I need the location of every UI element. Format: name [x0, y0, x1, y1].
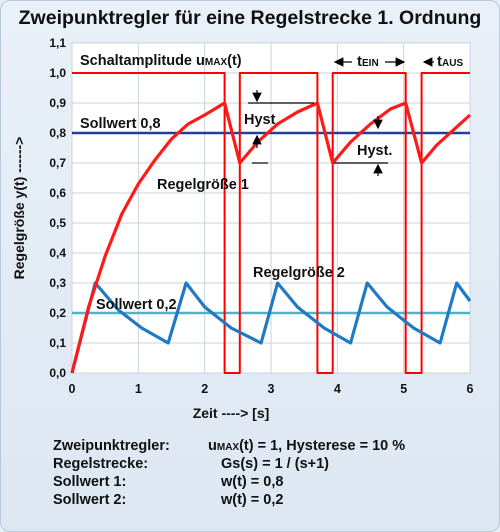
y-tick-label: 0,9	[49, 96, 66, 110]
y-tick-label: 0,0	[49, 366, 66, 380]
y-tick-label: 1,0	[49, 66, 66, 80]
footer-value-strecke: Gs(s) = 1 / (s+1)	[221, 456, 329, 472]
footer-label-regler: Zweipunktregler:	[53, 438, 170, 454]
x-tick-label: 3	[268, 382, 275, 396]
sollwert-02-label: Sollwert 0,2	[96, 297, 177, 313]
t-ein-label: tEIN	[357, 53, 379, 70]
y-axis-label: Regelgröße y(t) ------>	[11, 137, 27, 280]
hysterese-marker-2	[334, 116, 388, 176]
hysterese-label-2: Hyst.	[357, 143, 392, 159]
y-tick-label: 1,1	[49, 36, 66, 50]
sollwert-08-label: Sollwert 0,8	[80, 116, 161, 132]
chart-svg: 0,0 0,1 0,2 0,3 0,4 0,5 0,6 0,7 0,8 0,9 1,0 1,1 0 1 2 3…	[11, 36, 474, 421]
footer-label-sollwert2: Sollwert 2:	[53, 492, 127, 508]
series-line-regelgr-e-1	[70, 101, 472, 374]
regelgroesse-1-label: Regelgröße 1	[157, 177, 249, 193]
schaltamplitude-label: Schaltamplitude uMAX(t)	[80, 53, 242, 69]
y-tick-label: 0,4	[49, 246, 66, 260]
y-tick-label: 0,6	[49, 186, 66, 200]
x-tick-label: 5	[400, 382, 407, 396]
series-line-regelgr-e-2	[70, 281, 472, 374]
hysterese-label-1: Hyst	[244, 112, 276, 128]
regelgroesse-2-label: Regelgröße 2	[253, 265, 345, 281]
y-tick-label: 0,8	[49, 126, 66, 140]
hysterese-marker-1	[248, 90, 314, 164]
tick-labels: 0,0 0,1 0,2 0,3 0,4 0,5 0,6 0,7 0,8 0,9 1,0 1,1 0 1 2 3…	[49, 36, 473, 396]
x-tick-label: 2	[201, 382, 208, 396]
footer-label-strecke: Regelstrecke:	[53, 456, 149, 472]
y-tick-label: 0,5	[49, 216, 66, 230]
y-tick-label: 0,3	[49, 276, 66, 290]
x-tick-label: 0	[69, 382, 76, 396]
x-tick-label: 6	[467, 382, 474, 396]
y-tick-label: 0,7	[49, 156, 66, 170]
footer-value-sollwert2: w(t) = 0,2	[221, 492, 284, 508]
footer-label-sollwert1: Sollwert 1:	[53, 474, 127, 490]
y-tick-label: 0,1	[49, 336, 66, 350]
t-aus-label: tAUS	[437, 53, 463, 70]
series-group	[70, 72, 472, 374]
x-axis-label: Zeit ----> [s]	[193, 405, 270, 421]
chart-title: Zweipunktregler für eine Regelstrecke 1.…	[18, 7, 482, 29]
footer-value-sollwert1: w(t) = 0,8	[221, 474, 284, 490]
series-line-schaltamplitude-umax-t	[72, 72, 470, 374]
x-tick-label: 4	[334, 382, 341, 396]
y-tick-label: 0,2	[49, 306, 66, 320]
footer-value-regler: uMAX(t) = 1, Hysterese = 10 %	[208, 438, 406, 454]
x-tick-label: 1	[135, 382, 142, 396]
